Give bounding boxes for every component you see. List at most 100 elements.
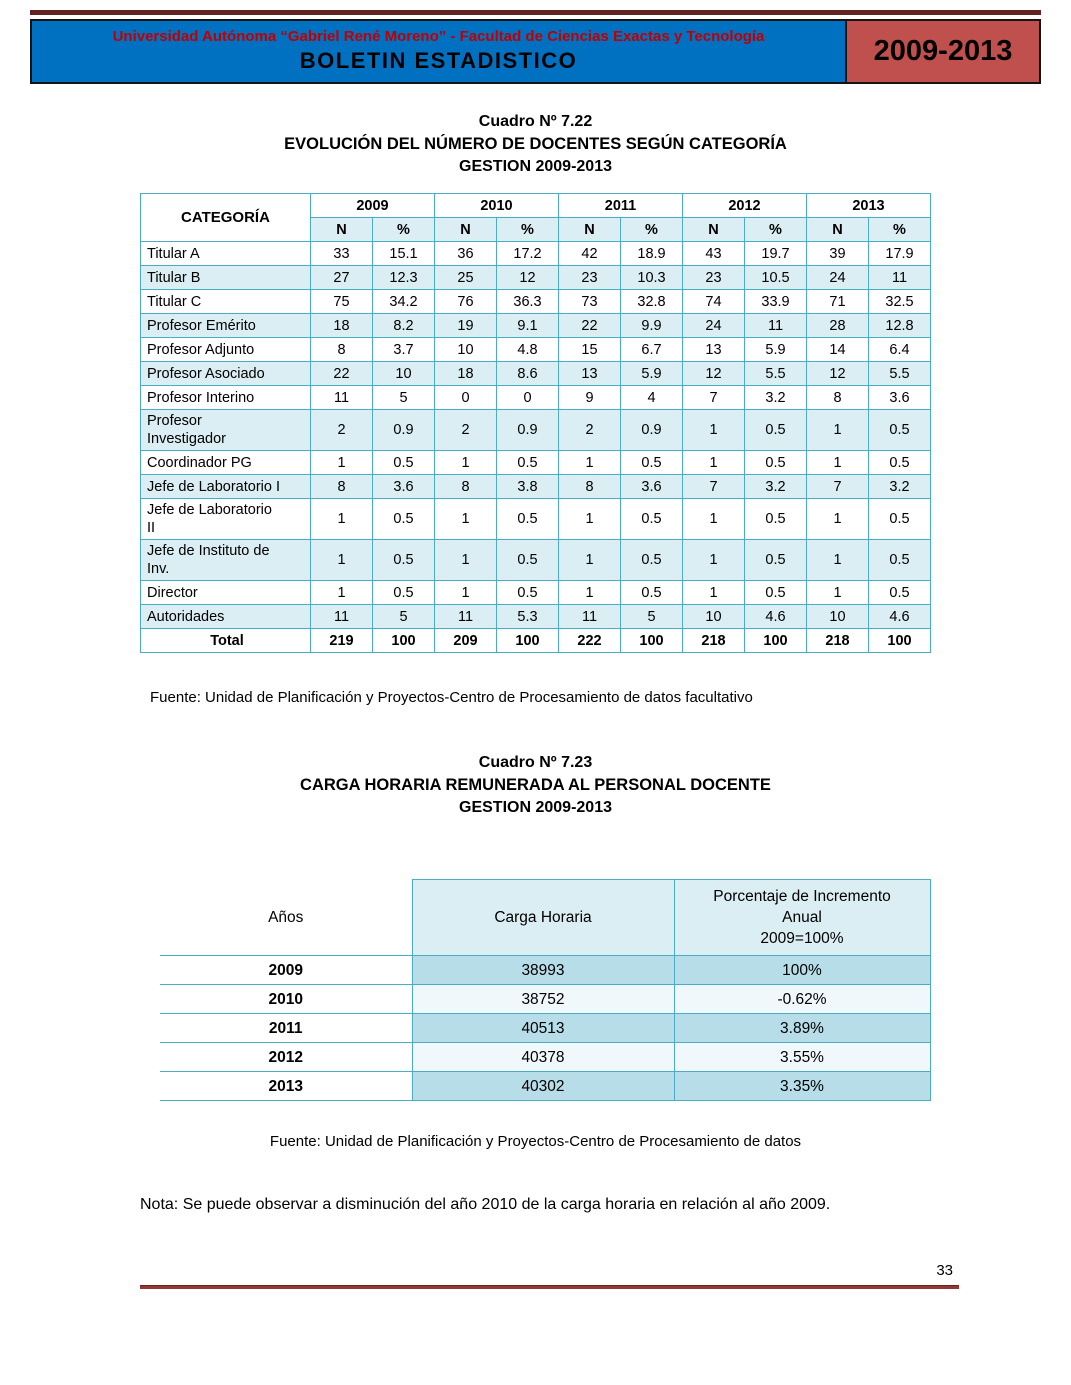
n-header-cell: N [434,217,497,242]
value-cell: 15.1 [372,241,435,266]
value-cell: 1 [558,498,621,540]
porcentaje-header-cell: Porcentaje de Incremento Anual 2009=100% [673,879,931,956]
value-cell: 2 [434,409,497,451]
subheader-row: N % N % N % N % N % [141,217,931,242]
value-cell: 1 [434,580,497,605]
table2-title-block: Cuadro Nº 7.23 CARGA HORARIA REMUNERADA … [0,752,1071,819]
year-header-cell: 2009 [310,193,435,218]
value-cell: 1 [806,539,869,581]
value-cell: 34.2 [372,289,435,314]
value-cell: 23 [558,265,621,290]
value-cell: 1 [558,580,621,605]
value-cell: 3.6 [372,474,435,499]
porcentaje-header-line3: 2009=100% [760,930,844,947]
value-cell: 8 [434,474,497,499]
year-header-cell: 2012 [682,193,807,218]
year-cell: 2010 [160,984,412,1014]
value-cell: 0.5 [868,498,931,540]
total-row: Total 219 100 209 100 222 100 218 100 218 100 [140,628,931,653]
note-text: Nota: Se puede observar a disminución de… [140,1196,831,1213]
value-cell: 43 [682,241,745,266]
value-cell: 74 [682,289,745,314]
n-header-cell: N [806,217,869,242]
value-cell: 0.5 [744,450,807,475]
value-cell: 0.5 [744,539,807,581]
table1-caption: Cuadro Nº 7.22 [478,113,593,130]
table-row: Titular C 75 34.2 76 36.3 73 32.8 74 33.9 71 32.5 [140,289,931,314]
value-cell: 1 [310,450,373,475]
category-cell: Jefe de Laboratorio II [140,498,311,540]
table-row: Profesor Asociado 22 10 18 8.6 13 5.9 12 5.5 12 5.… [140,361,931,386]
value-cell: 10 [372,361,435,386]
porcentaje-header-line2: Anual [782,909,822,926]
pct-cell: 100% [673,955,931,985]
table1-subtitle: GESTION 2009-2013 [459,158,612,175]
value-cell: 4.6 [744,604,807,629]
value-cell: 1 [558,539,621,581]
value-cell: 0.5 [868,450,931,475]
value-cell: 100 [620,628,683,653]
category-cell: Profesor Adjunto [140,337,311,362]
categoria-header-cell: CATEGORÍA [140,193,311,242]
category-cell: Director [140,580,311,605]
value-cell: 0 [434,385,497,410]
value-cell: 3.2 [868,474,931,499]
carga-horaria-table: Años Carga Horaria Porcentaje de Increme… [160,879,931,1101]
value-cell: 10 [682,604,745,629]
value-cell: 13 [682,337,745,362]
value-cell: 24 [806,265,869,290]
value-cell: 10 [806,604,869,629]
value-cell: 5 [620,604,683,629]
value-cell: 0.5 [496,498,559,540]
value-cell: 1 [682,409,745,451]
value-cell: 27 [310,265,373,290]
value-cell: 3.8 [496,474,559,499]
value-cell: 7 [682,385,745,410]
value-cell: 5 [372,604,435,629]
value-cell: 1 [310,498,373,540]
value-cell: 0.5 [744,409,807,451]
value-cell: 9.9 [620,313,683,338]
value-cell: 12 [496,265,559,290]
table-row: 2013 40302 3.35% [160,1071,931,1101]
value-cell: 0.5 [868,580,931,605]
value-cell: 3.2 [744,385,807,410]
value-cell: 7 [806,474,869,499]
year-cell: 2012 [160,1042,412,1072]
value-cell: 17.2 [496,241,559,266]
value-cell: 0.5 [744,580,807,605]
value-cell: 1 [806,450,869,475]
year-cell: 2011 [160,1013,412,1043]
value-cell: 219 [310,628,373,653]
value-cell: 18 [434,361,497,386]
value-cell: 8 [558,474,621,499]
value-cell: 10 [434,337,497,362]
value-cell: 15 [558,337,621,362]
value-cell: 1 [434,539,497,581]
table-row: Jefe de Laboratorio I 8 3.6 8 3.8 8 3.6 7 3.2 7 3.… [140,474,931,499]
value-cell: 19.7 [744,241,807,266]
value-cell: 12.3 [372,265,435,290]
category-cell: Total [140,628,311,653]
value-cell: 75 [310,289,373,314]
value-cell: 1 [806,498,869,540]
pct-cell: -0.62% [673,984,931,1014]
value-cell: 4.8 [496,337,559,362]
table-row: Autoridades 11 5 11 5.3 11 5 10 4.6 10 4.6 [140,604,931,629]
value-cell: 0.5 [620,539,683,581]
category-cell: Profesor Asociado [140,361,311,386]
value-cell: 5 [372,385,435,410]
value-cell: 100 [496,628,559,653]
value-cell: 5.3 [496,604,559,629]
table2-subtitle: GESTION 2009-2013 [459,799,612,816]
value-cell: 9 [558,385,621,410]
value-cell: 0.5 [496,539,559,581]
value-cell: 13 [558,361,621,386]
value-cell: 1 [682,450,745,475]
value-cell: 3.2 [744,474,807,499]
page-footer: 33 [140,1262,959,1289]
value-cell: 1 [682,580,745,605]
year-header-cell: 2010 [434,193,559,218]
value-cell: 8.6 [496,361,559,386]
value-cell: 5.5 [744,361,807,386]
